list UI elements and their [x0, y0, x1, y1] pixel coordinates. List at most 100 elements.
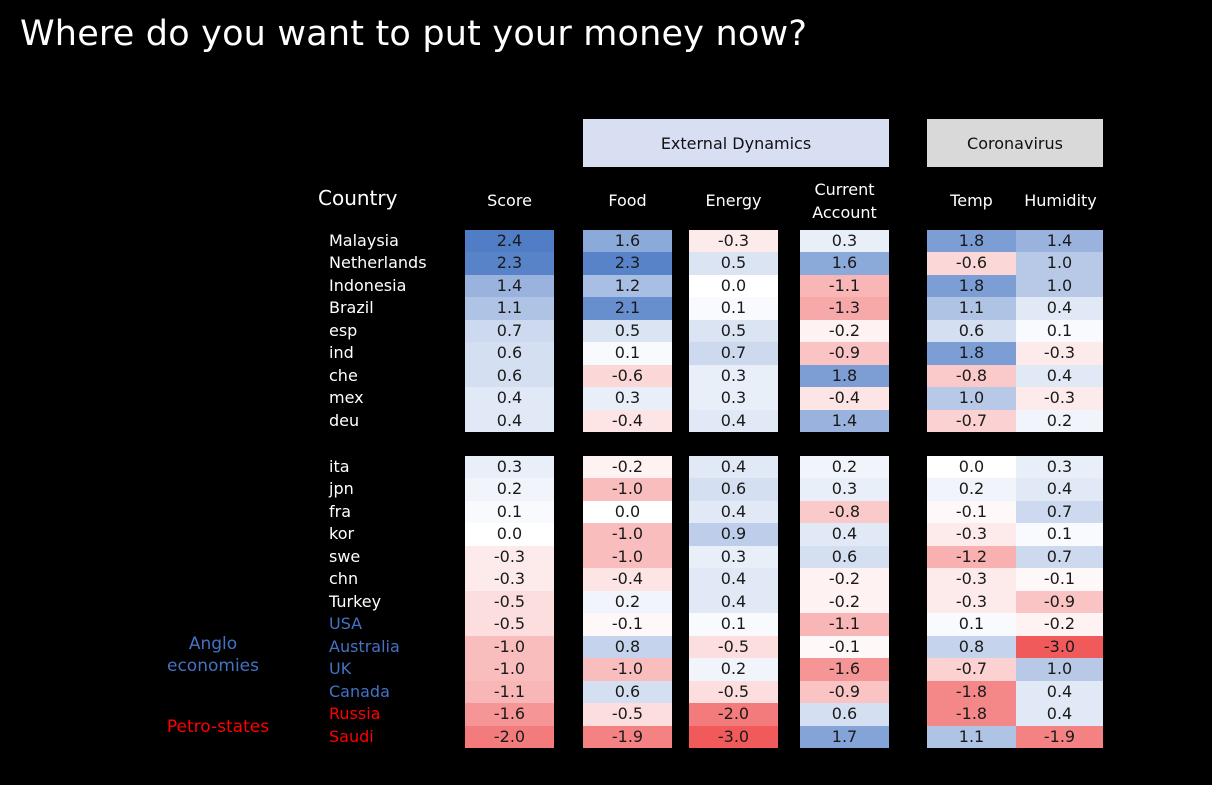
score-cell: 1.4 [465, 274, 554, 297]
food-cell: -1.0 [583, 478, 672, 501]
energy-cell: 0.9 [689, 523, 778, 546]
temp-cell: 1.1 [927, 297, 1016, 320]
country-label: swe [329, 546, 361, 566]
page-title: Where do you want to put your money now? [20, 14, 808, 54]
current-cell: -0.1 [800, 635, 889, 658]
anglo-label-line2: economies [167, 656, 259, 676]
score-cell: 0.2 [465, 478, 554, 501]
score-cell: 0.6 [465, 342, 554, 365]
score-cell: -0.5 [465, 590, 554, 613]
temp-cell: -1.8 [927, 703, 1016, 726]
external-dynamics-header: External Dynamics [583, 119, 889, 167]
score-cell: 2.4 [465, 229, 554, 252]
current-cell: 1.8 [800, 364, 889, 387]
temp-cell: 1.8 [927, 274, 1016, 297]
country-label: ind [329, 343, 354, 362]
food-cell: -1.0 [583, 545, 672, 568]
energy-cell: 0.1 [689, 613, 778, 636]
food-cell: 1.6 [583, 229, 672, 252]
humidity-cell: -0.2 [1016, 613, 1103, 636]
food-cell: -0.2 [583, 455, 672, 478]
energy-cell: -0.3 [689, 229, 778, 252]
temp-cell: -0.6 [927, 252, 1016, 275]
energy-cell: 0.6 [689, 478, 778, 501]
country-label: Canada [329, 681, 390, 701]
temp-cell: -0.7 [927, 409, 1016, 432]
food-cell: 0.2 [583, 590, 672, 613]
food-cell: -0.4 [583, 409, 672, 432]
food-cell: 0.3 [583, 387, 672, 410]
current-cell: -1.6 [800, 658, 889, 681]
country-label: Saudi [329, 726, 374, 746]
current-cell: -1.1 [800, 274, 889, 297]
food-cell: -0.4 [583, 568, 672, 591]
current-cell: 1.6 [800, 252, 889, 275]
temp-cell: -1.2 [927, 545, 1016, 568]
current-account-header-line2: Account [812, 203, 877, 222]
country-label: deu [329, 410, 360, 430]
humidity-cell: 1.4 [1016, 229, 1103, 252]
energy-column-header: Energy [705, 191, 762, 210]
food-cell: 0.0 [583, 500, 672, 523]
temp-cell: 0.0 [927, 455, 1016, 478]
current-cell: 0.4 [800, 523, 889, 546]
humidity-column-header: Humidity [1024, 191, 1097, 210]
country-label: chn [329, 569, 359, 588]
humidity-cell: 1.0 [1016, 252, 1103, 275]
current-cell: 1.4 [800, 409, 889, 432]
petro-states-label: Petro-states [166, 717, 270, 737]
current-cell: -0.4 [800, 387, 889, 410]
temp-cell: -1.8 [927, 680, 1016, 703]
temp-cell: -0.3 [927, 590, 1016, 613]
anglo-economies-label: Anglo economies [150, 633, 276, 677]
energy-cell: 0.4 [689, 500, 778, 523]
country-label: jpn [329, 479, 354, 498]
country-label: USA [329, 614, 363, 633]
score-cell: -0.5 [465, 613, 554, 636]
score-cell: 2.3 [465, 252, 554, 275]
humidity-cell: -0.3 [1016, 342, 1103, 365]
temp-cell: 0.6 [927, 319, 1016, 342]
humidity-cell: -3.0 [1016, 635, 1103, 658]
current-cell: -0.9 [800, 680, 889, 703]
food-cell: 0.6 [583, 680, 672, 703]
current-cell: -1.3 [800, 297, 889, 320]
country-label: Turkey [329, 591, 382, 611]
score-cell: 0.7 [465, 319, 554, 342]
energy-cell: 0.4 [689, 568, 778, 591]
food-cell: 0.5 [583, 319, 672, 342]
anglo-label-line1: Anglo [188, 634, 238, 654]
score-cell: -2.0 [465, 725, 554, 748]
score-cell: -1.0 [465, 658, 554, 681]
energy-cell: 0.5 [689, 252, 778, 275]
humidity-cell: 1.0 [1016, 658, 1103, 681]
country-column-header: Country [318, 186, 398, 210]
country-label: UK [329, 659, 352, 678]
current-cell: 0.2 [800, 455, 889, 478]
score-cell: -1.1 [465, 680, 554, 703]
energy-cell: -0.5 [689, 680, 778, 703]
country-label: Netherlands [329, 253, 427, 272]
score-cell: 0.0 [465, 523, 554, 546]
humidity-cell: 0.4 [1016, 297, 1103, 320]
food-cell: -1.0 [583, 658, 672, 681]
current-cell: -0.8 [800, 500, 889, 523]
humidity-cell: -0.1 [1016, 568, 1103, 591]
energy-cell: 0.4 [689, 590, 778, 613]
score-cell: 0.1 [465, 500, 554, 523]
energy-cell: 0.3 [689, 387, 778, 410]
country-label: Russia [329, 704, 381, 723]
humidity-cell: 0.1 [1016, 523, 1103, 546]
humidity-cell: -0.3 [1016, 387, 1103, 410]
score-cell: 0.4 [465, 387, 554, 410]
energy-cell: 0.7 [689, 342, 778, 365]
current-cell: -0.2 [800, 568, 889, 591]
energy-cell: 0.4 [689, 409, 778, 432]
current-account-header-line1: Current [814, 180, 875, 199]
country-label: Indonesia [329, 275, 407, 295]
temp-cell: 1.1 [927, 725, 1016, 748]
humidity-cell: 0.4 [1016, 364, 1103, 387]
temp-cell: 0.1 [927, 613, 1016, 636]
food-cell: 1.2 [583, 274, 672, 297]
temp-cell: 1.0 [927, 387, 1016, 410]
